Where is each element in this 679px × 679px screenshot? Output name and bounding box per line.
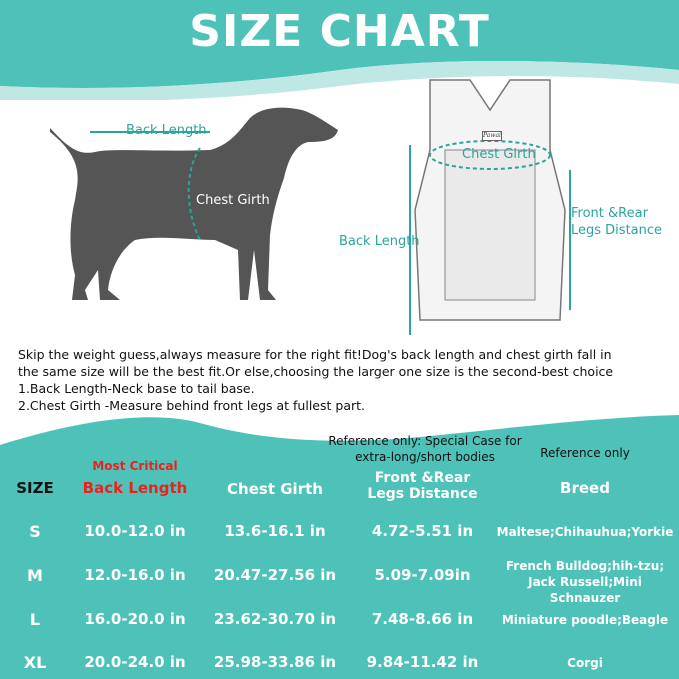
breed-cell: Corgi (495, 655, 675, 671)
table-cell: 16.0-20.0 in (84, 610, 186, 628)
special-case-note: Reference only: Special Case for (328, 434, 522, 448)
desc-line: 2.Chest Girth -Measure behind front legs… (18, 398, 365, 413)
table-cell: 23.62-30.70 in (213, 610, 337, 628)
breed-cell: Miniature poodle;Beagle (495, 612, 675, 628)
dog-silhouette (50, 107, 338, 300)
header-back-length: Back Length (82, 479, 188, 497)
breed-cell: French Bulldog;hih-tzu; Jack Russell;Mini… (495, 558, 675, 606)
desc-line: the same size will be the best fit.Or el… (18, 364, 614, 379)
table-cell: M (27, 566, 43, 585)
measurement-instructions: Skip the weight guess,always measure for… (18, 346, 613, 414)
table-cell: 20.0-24.0 in (84, 653, 186, 671)
table-cell: 10.0-12.0 in (84, 522, 186, 540)
carrier-back-length-label: Back Length (339, 234, 420, 249)
table-cell: 7.48-8.66 in (371, 610, 474, 628)
breed-line: French Bulldog;hih-tzu; (505, 559, 665, 573)
table-cell: 12.0-16.0 in (84, 566, 186, 584)
table-cell: 4.72-5.51 in (371, 522, 474, 540)
header-size: SIZE (16, 479, 54, 497)
page-title: SIZE CHART (189, 6, 490, 57)
breed-line: Corgi (567, 656, 603, 670)
header-legs-line2: Legs Distance (367, 486, 478, 502)
carrier-chest-girth-label: Chest Girth (462, 147, 536, 162)
breed-cell: Maltese;Chihauhua;Yorkie (495, 524, 675, 540)
header-banner (0, 0, 679, 100)
table-cell: 25.98-33.86 in (213, 653, 337, 671)
table-cell: 13.6-16.1 in (224, 522, 326, 540)
breed-line: Jack Russell;Mini Schnauzer (528, 575, 642, 605)
table-background (0, 415, 679, 679)
table-cell: S (29, 522, 41, 541)
breed-line: Maltese;Chihauhua;Yorkie (496, 525, 674, 539)
table-cell: XL (23, 653, 47, 672)
dog-back-length-label: Back Length (126, 123, 207, 138)
table-cell: 5.09-7.09in (374, 566, 471, 584)
desc-line: Skip the weight guess,always measure for… (18, 347, 612, 362)
header-chest-girth: Chest Girth (227, 480, 323, 498)
dog-chest-girth-label: Chest Girth (196, 193, 270, 208)
carrier-brand-tag: Pawaii (482, 131, 502, 141)
reference-only-note: Reference only (540, 446, 630, 460)
header-legs-distance: Front &Rear Legs Distance (345, 470, 500, 502)
carrier-legs-label-2: Legs Distance (571, 223, 663, 238)
header-legs-line1: Front &Rear (374, 470, 471, 486)
carrier-legs-label-1: Front &Rear (571, 206, 648, 221)
desc-line: 1.Back Length-Neck base to tail base. (18, 381, 255, 396)
dog-illustration (50, 107, 338, 300)
table-cell: 20.47-27.56 in (213, 566, 337, 584)
table-cell: 9.84-11.42 in (366, 653, 479, 671)
carrier-illustration (409, 79, 571, 335)
breed-line: Miniature poodle;Beagle (501, 613, 669, 627)
most-critical-note: Most Critical (92, 459, 178, 473)
special-case-note-2: extra-long/short bodies (355, 450, 495, 464)
table-cell: L (29, 610, 41, 629)
header-breed: Breed (560, 479, 610, 497)
